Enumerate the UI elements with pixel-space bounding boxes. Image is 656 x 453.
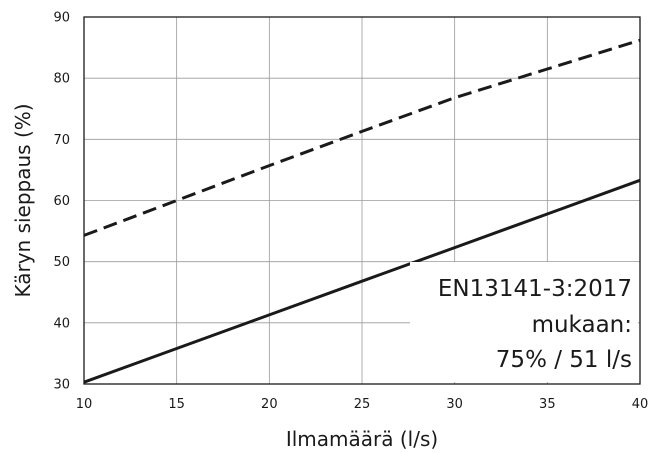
y-tick-label: 30 bbox=[53, 378, 70, 393]
x-tick-label: 20 bbox=[261, 397, 278, 412]
series-line-solid bbox=[83, 178, 641, 384]
y-tick-label: 60 bbox=[53, 194, 70, 209]
y-axis-title: Käryn sieppaus (%) bbox=[11, 103, 35, 297]
x-tick-label: 10 bbox=[76, 397, 93, 412]
grid bbox=[84, 17, 640, 384]
y-tick-label: 70 bbox=[53, 133, 70, 148]
x-tick-label: 35 bbox=[539, 397, 556, 412]
annotation-line: mukaan: bbox=[532, 312, 632, 338]
annotation-line: 75% / 51 l/s bbox=[496, 347, 632, 373]
y-tick-label: 50 bbox=[53, 255, 70, 270]
annotation-background bbox=[410, 262, 638, 382]
y-tick-label: 90 bbox=[53, 11, 70, 26]
x-tick-label: 15 bbox=[168, 397, 185, 412]
annotation: EN13141-3:2017 mukaan: 75% / 51 l/s bbox=[438, 276, 632, 373]
y-tick-labels: 30 40 50 60 70 80 90 bbox=[53, 11, 70, 393]
plot-frame bbox=[83, 16, 641, 385]
x-tick-label: 40 bbox=[632, 397, 649, 412]
series-line-dashed bbox=[83, 38, 641, 237]
y-tick-label: 40 bbox=[53, 316, 70, 331]
x-tick-labels: 10 15 20 25 30 35 40 bbox=[76, 397, 649, 412]
y-tick-label: 80 bbox=[53, 72, 70, 87]
series-lines bbox=[83, 38, 641, 384]
annotation-line: EN13141-3:2017 bbox=[438, 276, 632, 302]
x-axis-title: Ilmamäärä (l/s) bbox=[286, 427, 438, 451]
x-tick-label: 30 bbox=[446, 397, 463, 412]
x-tick-label: 25 bbox=[354, 397, 371, 412]
